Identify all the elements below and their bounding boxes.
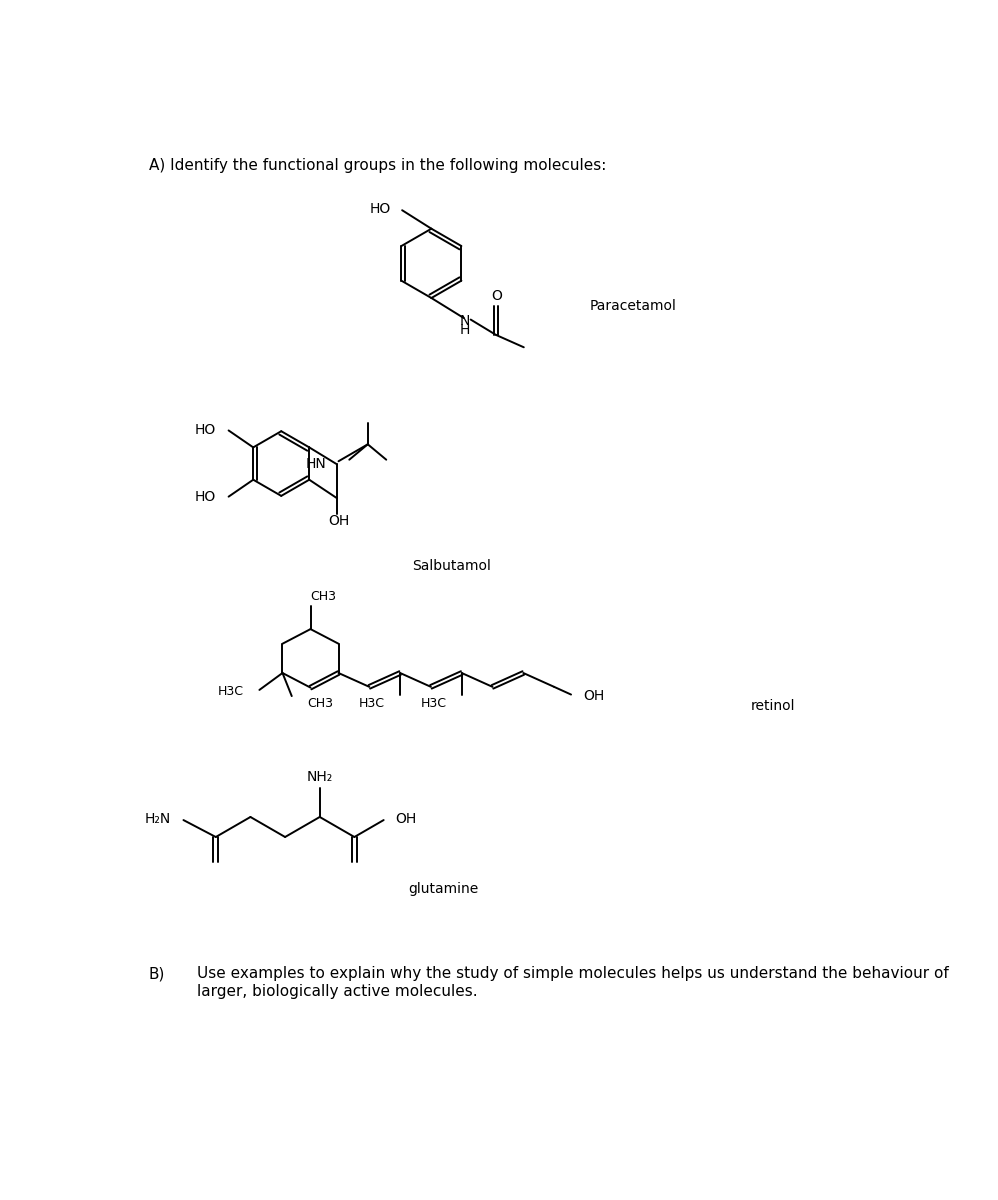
- Text: A) Identify the functional groups in the following molecules:: A) Identify the functional groups in the…: [149, 158, 606, 173]
- Text: OH: OH: [395, 812, 416, 827]
- Text: O: O: [491, 289, 502, 304]
- Text: OH: OH: [584, 689, 605, 703]
- Text: Salbutamol: Salbutamol: [412, 559, 491, 572]
- Text: glutamine: glutamine: [408, 882, 479, 896]
- Text: HO: HO: [195, 422, 217, 437]
- Text: NH₂: NH₂: [306, 770, 333, 784]
- Text: CH3: CH3: [310, 590, 336, 604]
- Text: H3C: H3C: [218, 685, 244, 698]
- Text: CH3: CH3: [307, 697, 333, 710]
- Text: Paracetamol: Paracetamol: [589, 299, 676, 313]
- Text: HO: HO: [370, 203, 391, 216]
- Text: H3C: H3C: [420, 697, 446, 710]
- Text: H₂N: H₂N: [145, 812, 171, 827]
- Text: Use examples to explain why the study of simple molecules helps us understand th: Use examples to explain why the study of…: [197, 966, 948, 998]
- Text: H: H: [460, 323, 470, 337]
- Text: HN: HN: [305, 456, 326, 470]
- Text: N: N: [460, 314, 470, 328]
- Text: B): B): [149, 966, 166, 982]
- Text: HO: HO: [195, 491, 217, 504]
- Text: retinol: retinol: [750, 700, 795, 713]
- Text: OH: OH: [328, 515, 349, 528]
- Text: H3C: H3C: [358, 697, 384, 710]
